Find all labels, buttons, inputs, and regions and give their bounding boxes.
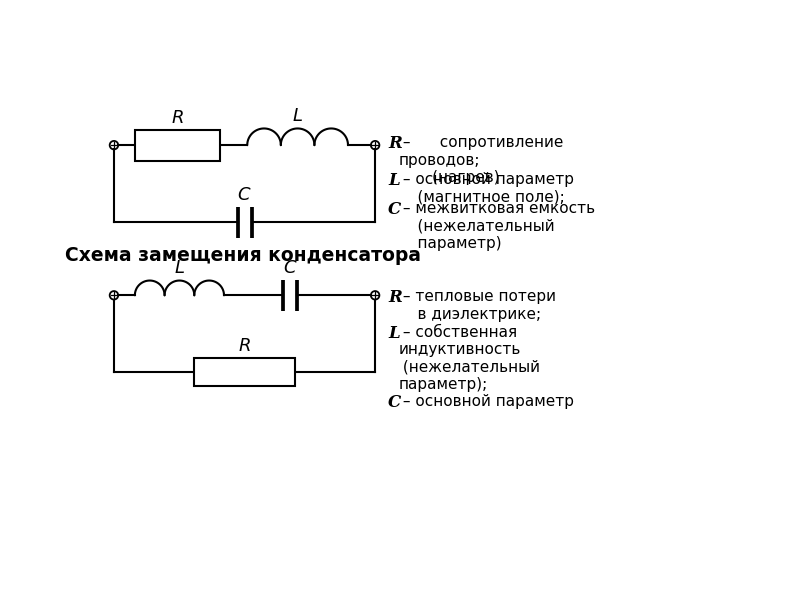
Text: – основной параметр
    (магнитное поле);: – основной параметр (магнитное поле);: [398, 172, 574, 205]
Text: L: L: [388, 325, 400, 341]
Text: R: R: [388, 289, 402, 306]
Bar: [135, 130, 220, 161]
Text: $R$: $R$: [171, 109, 184, 127]
Bar: [194, 358, 295, 386]
Text: – собственная
индуктивность
 (нежелательный
параметр);: – собственная индуктивность (нежелательн…: [398, 325, 540, 392]
Text: L: L: [388, 172, 400, 189]
Text: $R$: $R$: [238, 337, 251, 355]
Text: R: R: [388, 135, 402, 152]
Text: – основной параметр: – основной параметр: [398, 394, 574, 409]
Text: $L$: $L$: [292, 107, 303, 125]
Text: C: C: [388, 202, 402, 218]
Text: –      сопротивление
проводов;
       (нагрев): – сопротивление проводов; (нагрев): [398, 135, 564, 185]
Text: – межвитковая емкость
    (нежелательный
    параметр): – межвитковая емкость (нежелательный пар…: [398, 202, 595, 251]
Text: $C$: $C$: [238, 185, 252, 203]
Text: – тепловые потери
    в диэлектрике;: – тепловые потери в диэлектрике;: [398, 289, 556, 322]
Text: $L$: $L$: [174, 259, 185, 277]
Text: $C$: $C$: [282, 259, 297, 277]
Text: Схема замещения конденсатора: Схема замещения конденсатора: [66, 246, 422, 265]
Text: C: C: [388, 394, 402, 411]
